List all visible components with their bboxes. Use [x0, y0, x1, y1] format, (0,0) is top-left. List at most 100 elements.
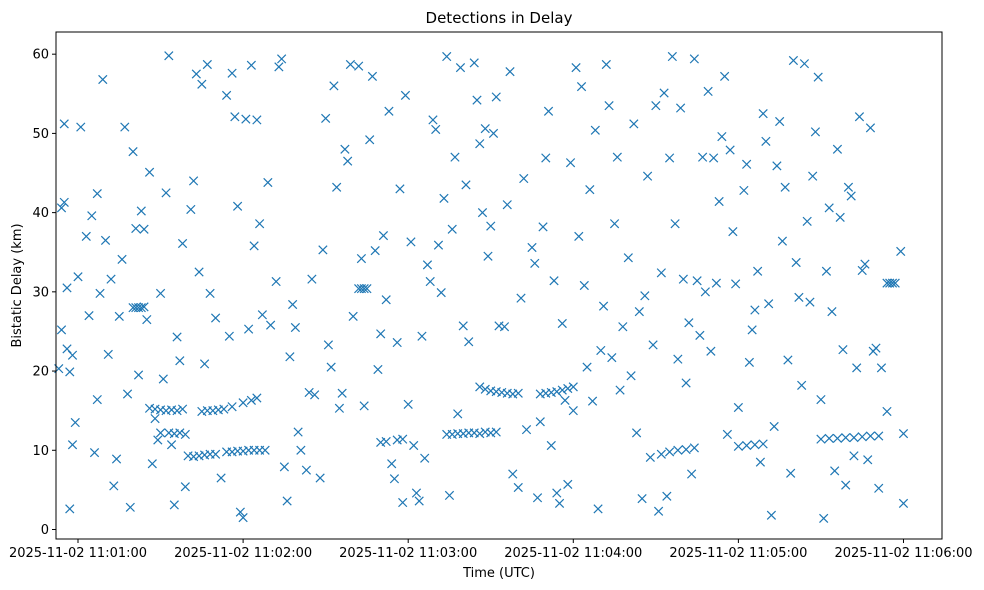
data-point-marker [675, 103, 686, 113]
data-point-marker [596, 345, 606, 356]
data-point-marker [279, 462, 290, 472]
data-point-marker [238, 512, 248, 523]
data-point-marker [136, 303, 146, 313]
data-point-marker [367, 71, 378, 81]
data-point-marker [747, 325, 757, 335]
data-point-marker [158, 374, 168, 384]
data-point-marker [111, 454, 122, 464]
data-point-marker [491, 427, 501, 437]
data-point-marker [191, 69, 201, 79]
data-point-marker [695, 330, 705, 341]
data-point-marker [513, 388, 523, 398]
data-point-marker [824, 433, 834, 444]
data-point-marker [153, 435, 163, 445]
data-point-marker [285, 352, 295, 362]
data-point-marker [700, 287, 710, 297]
data-point-marker [488, 128, 499, 139]
data-point-marker [343, 156, 353, 166]
data-point-marker [585, 185, 595, 195]
data-point-marker [783, 355, 793, 365]
chart-title: Detections in Delay [426, 9, 573, 27]
data-point-marker [378, 230, 389, 241]
data-point-marker [645, 452, 655, 463]
data-point-marker [681, 378, 691, 388]
data-point-marker [563, 479, 573, 489]
data-point-marker [653, 506, 664, 516]
data-point-marker [733, 402, 744, 413]
data-point-marker [587, 396, 598, 406]
data-point-marker [444, 490, 455, 501]
data-point-marker [852, 363, 862, 373]
y-tick-label: 10 [32, 444, 49, 459]
data-point-marker [150, 413, 160, 424]
data-point-marker [656, 268, 666, 278]
data-point-marker [742, 159, 752, 169]
data-point-marker [348, 311, 358, 322]
data-point-marker [664, 447, 675, 457]
data-point-marker [263, 177, 273, 188]
x-tick-label: 2025-11-02 11:03:00 [339, 546, 477, 561]
data-point-marker [733, 441, 744, 451]
data-point-marker [447, 224, 457, 234]
data-point-marker [706, 346, 716, 356]
data-point-marker [172, 406, 182, 416]
data-point-marker [98, 74, 108, 85]
data-point-marker [843, 182, 854, 192]
data-point-marker [819, 513, 829, 524]
data-point-marker [73, 272, 83, 282]
data-point-marker [527, 242, 537, 253]
data-point-marker [560, 395, 570, 405]
data-point-marker [114, 311, 124, 322]
data-point-marker [890, 278, 900, 288]
data-point-marker [365, 135, 375, 145]
data-point-marker [422, 260, 433, 270]
data-point-marker [854, 112, 865, 122]
data-point-marker [406, 237, 416, 247]
data-point-marker [293, 427, 303, 437]
data-point-marker [271, 276, 281, 287]
data-point-marker [210, 449, 221, 459]
data-point-marker [808, 171, 818, 181]
data-point-marker [568, 382, 578, 392]
data-point-marker [571, 63, 581, 73]
data-point-marker [254, 219, 265, 229]
data-point-marker [565, 158, 576, 168]
data-point-marker [147, 459, 157, 469]
plot-frame [55, 31, 943, 540]
data-point-marker [387, 459, 397, 469]
data-point-marker [557, 318, 567, 329]
data-point-marker [780, 182, 790, 192]
data-point-marker [684, 318, 694, 328]
data-point-marker [65, 504, 75, 514]
data-point-marker [824, 203, 834, 213]
data-point-marker [221, 90, 232, 100]
data-point-marker [797, 380, 807, 390]
y-tick-label: 50 [32, 127, 49, 142]
data-point-marker [362, 284, 372, 294]
data-point-marker [505, 66, 515, 77]
data-point-marker [398, 497, 408, 508]
data-point-marker [464, 337, 474, 347]
data-point-marker [125, 502, 135, 512]
data-point-marker [552, 488, 562, 498]
data-point-marker [249, 241, 259, 251]
data-point-marker [161, 188, 171, 198]
data-point-marker [623, 253, 633, 263]
data-point-marker [323, 340, 334, 350]
data-point-marker [442, 51, 452, 62]
data-point-marker [241, 114, 251, 124]
data-point-marker [177, 238, 188, 249]
data-point-marker [744, 357, 755, 367]
data-point-marker [631, 428, 642, 438]
data-point-marker [758, 439, 768, 449]
data-point-marker [519, 173, 529, 184]
data-point-marker [689, 443, 699, 453]
data-point-marker [857, 265, 867, 276]
data-point-marker [664, 153, 675, 163]
data-point-marker [725, 145, 735, 155]
data-point-marker [742, 440, 752, 451]
data-point-marker [755, 457, 766, 467]
data-point-marker [260, 445, 270, 455]
data-point-marker [282, 496, 292, 506]
data-point-marker [428, 115, 438, 125]
